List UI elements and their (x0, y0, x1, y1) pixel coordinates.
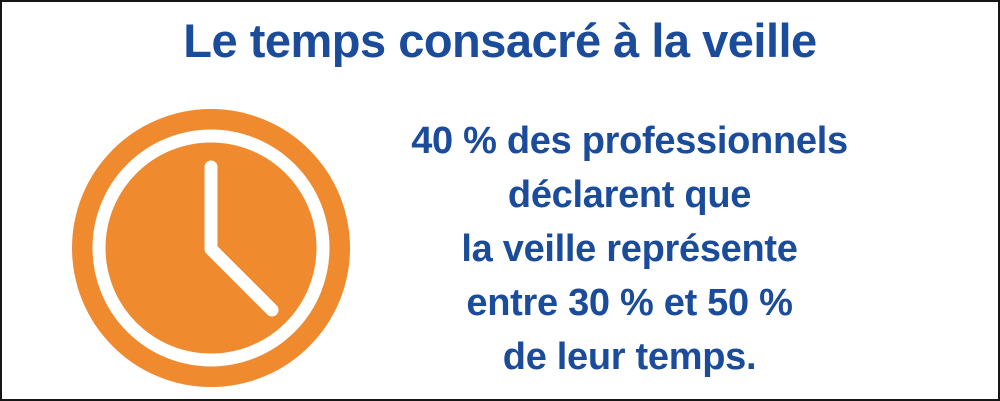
clock-hands (204, 160, 279, 317)
clock-icon (70, 107, 352, 389)
page-title: Le temps consacré à la veille (183, 14, 817, 67)
stat-text-block: 40 % des professionnels déclarent que la… (357, 114, 902, 384)
stat-line: la veille représente (461, 228, 798, 270)
clock-icon-svg (72, 109, 350, 387)
clock-inner-ring (92, 129, 330, 367)
stat-line: déclarent que (507, 174, 752, 216)
stat-line: 40 % des professionnels (411, 120, 848, 162)
stat-line: entre 30 % et 50 % (466, 282, 793, 324)
stat-line: de leur temps. (502, 336, 757, 378)
